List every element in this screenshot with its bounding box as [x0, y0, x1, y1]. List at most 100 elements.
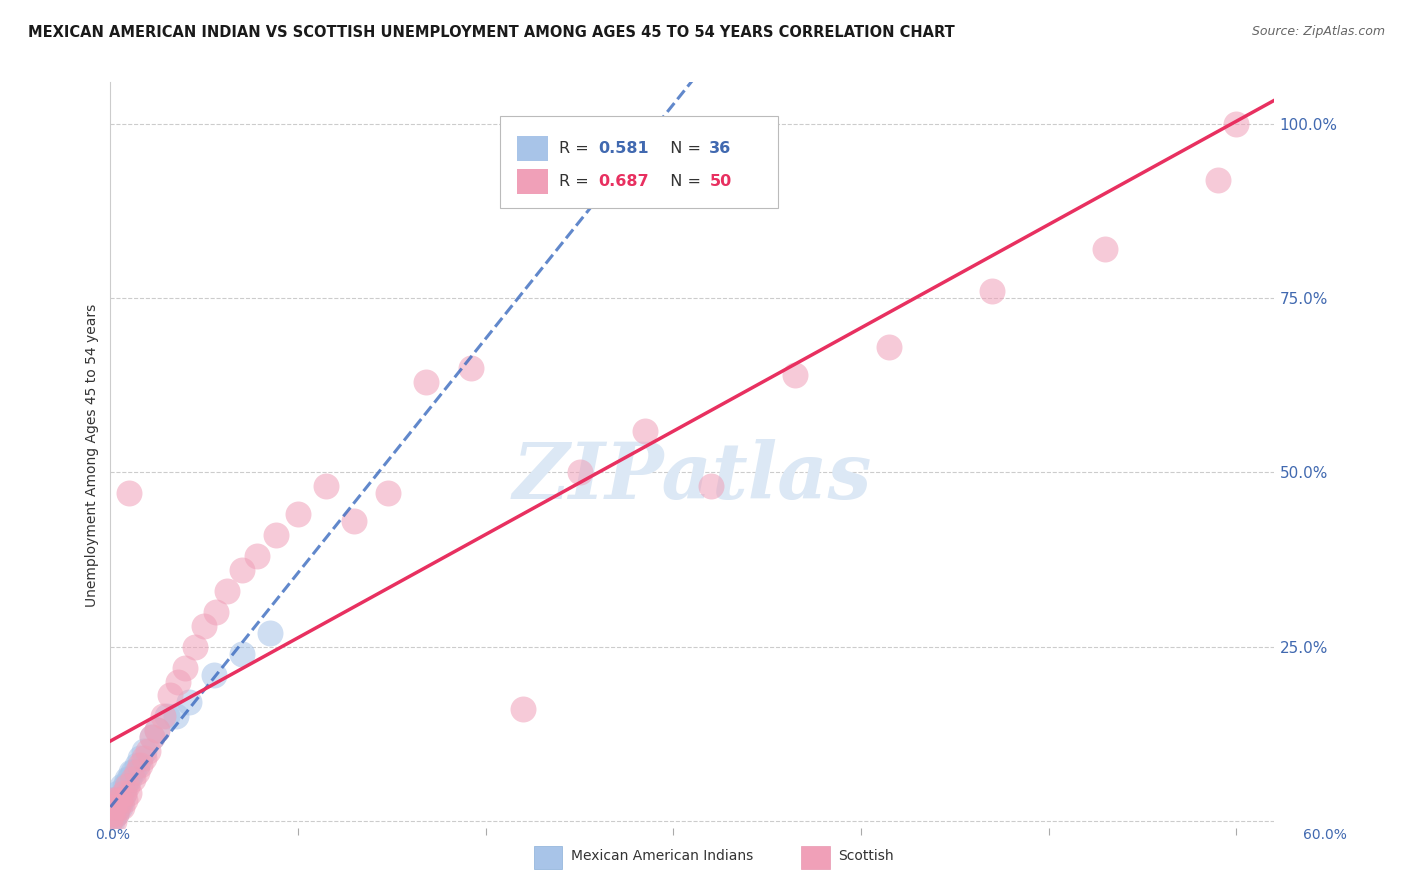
Text: N =: N =	[661, 141, 706, 156]
Point	[184, 640, 207, 654]
Point	[101, 807, 124, 822]
Text: Source: ZipAtlas.com: Source: ZipAtlas.com	[1251, 25, 1385, 38]
Point	[315, 479, 337, 493]
Point	[108, 793, 131, 807]
Point	[415, 375, 437, 389]
Point	[981, 284, 1004, 298]
Point	[100, 800, 122, 814]
Point	[111, 779, 134, 793]
Point	[700, 479, 723, 493]
Point	[204, 605, 226, 619]
Point	[114, 793, 136, 807]
Point	[264, 528, 287, 542]
Point	[105, 807, 128, 822]
Point	[103, 800, 125, 814]
Point	[117, 779, 139, 793]
Point	[111, 793, 134, 807]
Point	[1225, 117, 1247, 131]
Point	[259, 625, 281, 640]
Point	[146, 723, 169, 738]
Point	[231, 563, 253, 577]
Point	[101, 807, 124, 822]
Point	[105, 793, 128, 807]
Point	[122, 765, 145, 780]
Point	[117, 772, 139, 786]
Text: R =: R =	[560, 174, 593, 189]
Point	[167, 674, 190, 689]
Point	[877, 340, 900, 354]
Text: 0.0%: 0.0%	[96, 828, 131, 842]
Point	[1206, 172, 1229, 186]
Point	[165, 709, 187, 723]
Point	[118, 786, 141, 800]
Point	[103, 793, 125, 807]
Point	[634, 424, 657, 438]
Point	[112, 786, 135, 800]
Point	[122, 772, 145, 786]
Point	[179, 695, 201, 709]
Point	[287, 507, 309, 521]
Point	[103, 814, 125, 828]
Text: 50: 50	[710, 174, 731, 189]
Point	[100, 807, 122, 822]
Text: 36: 36	[710, 141, 731, 156]
Point	[120, 765, 142, 780]
Point	[246, 549, 269, 563]
Point	[118, 772, 141, 786]
Point	[112, 786, 135, 800]
Point	[105, 793, 128, 807]
Point	[107, 786, 129, 800]
Point	[118, 486, 141, 500]
Point	[156, 709, 179, 723]
Point	[159, 689, 181, 703]
Point	[136, 744, 159, 758]
Point	[129, 758, 152, 772]
Point	[101, 793, 124, 807]
Point	[105, 807, 128, 822]
Point	[107, 800, 129, 814]
Text: MEXICAN AMERICAN INDIAN VS SCOTTISH UNEMPLOYMENT AMONG AGES 45 TO 54 YEARS CORRE: MEXICAN AMERICAN INDIAN VS SCOTTISH UNEM…	[28, 25, 955, 40]
Point	[105, 800, 128, 814]
Text: 0.581: 0.581	[599, 141, 650, 156]
Point	[108, 793, 131, 807]
Point	[193, 619, 215, 633]
Text: R =: R =	[560, 141, 593, 156]
Text: 0.687: 0.687	[599, 174, 650, 189]
Point	[101, 814, 124, 828]
Point	[343, 514, 366, 528]
Point	[141, 731, 163, 745]
Point	[174, 660, 197, 674]
Text: Scottish: Scottish	[838, 849, 894, 863]
Text: N =: N =	[661, 174, 706, 189]
Point	[785, 368, 807, 382]
Point	[100, 800, 122, 814]
Point	[152, 709, 174, 723]
Point	[215, 583, 238, 598]
Point	[134, 744, 156, 758]
Text: ZIPatlas: ZIPatlas	[513, 439, 872, 516]
Text: 60.0%: 60.0%	[1303, 828, 1347, 842]
Point	[1094, 242, 1116, 256]
Point	[103, 800, 125, 814]
Text: Mexican American Indians: Mexican American Indians	[571, 849, 754, 863]
Point	[141, 731, 163, 745]
Point	[108, 800, 131, 814]
Point	[460, 360, 482, 375]
Point	[101, 793, 124, 807]
Point	[231, 647, 253, 661]
Point	[134, 751, 156, 765]
Point	[111, 800, 134, 814]
Point	[512, 702, 534, 716]
Point	[377, 486, 399, 500]
Point	[101, 800, 124, 814]
Point	[146, 723, 169, 738]
Point	[100, 814, 122, 828]
Point	[103, 807, 125, 822]
Y-axis label: Unemployment Among Ages 45 to 54 years: Unemployment Among Ages 45 to 54 years	[86, 303, 100, 607]
Point	[125, 765, 148, 780]
Point	[568, 466, 591, 480]
Point	[125, 758, 148, 772]
Point	[100, 814, 122, 828]
Point	[107, 800, 129, 814]
Point	[114, 779, 136, 793]
